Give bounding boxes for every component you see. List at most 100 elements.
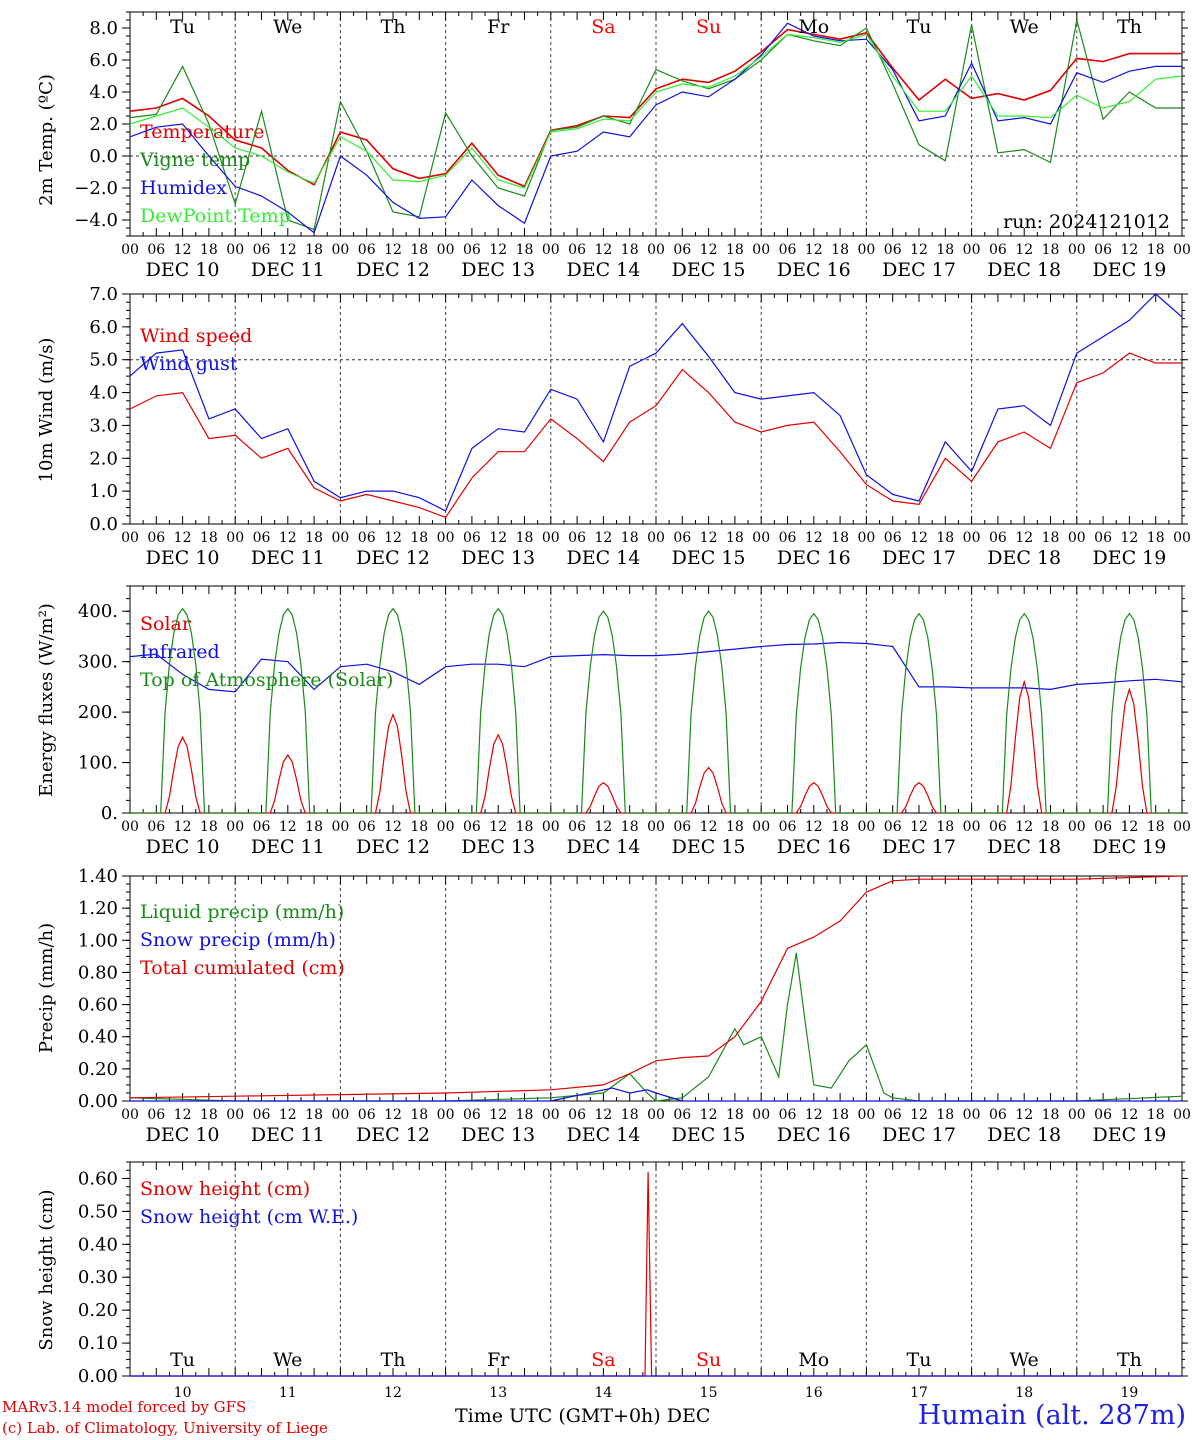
x-hour-label: 00 bbox=[226, 819, 244, 835]
weekday-label-bottom: Fr bbox=[487, 1349, 510, 1371]
x-hour-label: 12 bbox=[174, 242, 192, 258]
y-tick-label: 4.0 bbox=[89, 82, 118, 103]
y-axis-label: Energy fluxes (W/m²) bbox=[36, 603, 57, 797]
x-hour-label: 00 bbox=[752, 530, 770, 546]
x-hour-label: 18 bbox=[831, 530, 849, 546]
legend-total-cumulated-cm-: Total cumulated (cm) bbox=[140, 957, 345, 979]
x-hour-label: 00 bbox=[437, 819, 455, 835]
x-hour-label: 00 bbox=[121, 242, 139, 258]
x-hour-label: 06 bbox=[779, 1107, 797, 1123]
x-day-label: DEC 13 bbox=[461, 836, 535, 858]
y-tick-label: 1.0 bbox=[89, 481, 118, 502]
x-hour-label: 06 bbox=[568, 242, 586, 258]
x-hour-label: 18 bbox=[726, 1107, 744, 1123]
y-tick-label: 4.0 bbox=[89, 383, 118, 404]
weekday-label-top: We bbox=[273, 16, 302, 38]
y-tick-label: 6.0 bbox=[89, 317, 118, 338]
weekday-label-bottom: Th bbox=[381, 1349, 406, 1371]
x-day-label: DEC 12 bbox=[356, 1124, 430, 1146]
legend-snow-height-cm-w-e-: Snow height (cm W.E.) bbox=[140, 1206, 358, 1228]
x-hour-label: 00 bbox=[647, 530, 665, 546]
weekday-label-bottom: Sa bbox=[591, 1349, 615, 1371]
x-hour-label: 06 bbox=[147, 530, 165, 546]
x-day-label: DEC 10 bbox=[146, 1124, 220, 1146]
x-hour-label: 00 bbox=[331, 530, 349, 546]
x-hour-label: 00 bbox=[437, 530, 455, 546]
x-hour-label: 06 bbox=[779, 530, 797, 546]
y-tick-label: 0.0 bbox=[89, 514, 118, 535]
x-hour-label: 00 bbox=[1068, 242, 1086, 258]
weekday-label-bottom: We bbox=[1010, 1349, 1039, 1371]
x-hour-label: 12 bbox=[279, 819, 297, 835]
y-tick-label: 1.00 bbox=[78, 930, 118, 951]
x-day-label: DEC 19 bbox=[1092, 836, 1166, 858]
legend-temperature: Temperature bbox=[140, 121, 264, 143]
x-hour-label: 18 bbox=[1147, 530, 1165, 546]
bottom-day-number: 18 bbox=[1015, 1385, 1033, 1401]
legend-wind-gust: Wind gust bbox=[140, 353, 238, 375]
x-hour-label: 06 bbox=[253, 242, 271, 258]
y-tick-label: 400. bbox=[78, 601, 118, 622]
y-tick-label: −4.0 bbox=[74, 210, 118, 231]
bottom-day-number: 10 bbox=[174, 1385, 192, 1401]
x-hour-label: 00 bbox=[752, 242, 770, 258]
x-hour-label: 18 bbox=[410, 530, 428, 546]
x-hour-label: 18 bbox=[936, 1107, 954, 1123]
x-hour-label: 12 bbox=[1015, 242, 1033, 258]
y-axis-label: Precip (mm/h) bbox=[36, 923, 57, 1053]
x-day-label: DEC 11 bbox=[251, 836, 325, 858]
x-hour-label: 12 bbox=[279, 530, 297, 546]
x-hour-label: 12 bbox=[805, 242, 823, 258]
y-tick-label: 0.20 bbox=[78, 1300, 118, 1321]
x-hour-label: 00 bbox=[1068, 1107, 1086, 1123]
x-day-label: DEC 17 bbox=[882, 259, 956, 281]
x-hour-label: 06 bbox=[673, 530, 691, 546]
x-hour-label: 00 bbox=[226, 242, 244, 258]
x-hour-label: 00 bbox=[963, 530, 981, 546]
legend-humidex: Humidex bbox=[140, 177, 227, 199]
x-hour-label: 18 bbox=[831, 1107, 849, 1123]
footer-model: MARv3.14 model forced by GFS bbox=[2, 1398, 247, 1416]
x-hour-label: 00 bbox=[1068, 819, 1086, 835]
y-axis-label: Snow height (cm) bbox=[36, 1189, 57, 1350]
y-tick-label: 0.30 bbox=[78, 1267, 118, 1288]
x-hour-label: 18 bbox=[516, 819, 534, 835]
bottom-day-number: 14 bbox=[594, 1385, 612, 1401]
x-hour-label: 18 bbox=[410, 1107, 428, 1123]
x-hour-label: 00 bbox=[542, 819, 560, 835]
x-hour-label: 00 bbox=[963, 1107, 981, 1123]
x-hour-label: 18 bbox=[1147, 1107, 1165, 1123]
y-tick-label: 3.0 bbox=[89, 415, 118, 436]
x-hour-label: 00 bbox=[542, 242, 560, 258]
x-hour-label: 06 bbox=[463, 1107, 481, 1123]
x-hour-label: 06 bbox=[1094, 530, 1112, 546]
y-tick-label: 6.0 bbox=[89, 50, 118, 71]
x-hour-label: 06 bbox=[989, 1107, 1007, 1123]
x-hour-label: 12 bbox=[594, 1107, 612, 1123]
x-day-label: DEC 19 bbox=[1092, 547, 1166, 569]
x-hour-label: 00 bbox=[857, 530, 875, 546]
x-hour-label: 00 bbox=[857, 1107, 875, 1123]
x-hour-label: 18 bbox=[305, 1107, 323, 1123]
x-day-label: DEC 18 bbox=[987, 547, 1061, 569]
y-tick-label: 5.0 bbox=[89, 350, 118, 371]
legend-snow-precip-mm-h-: Snow precip (mm/h) bbox=[140, 929, 336, 951]
y-tick-label: 0.50 bbox=[78, 1201, 118, 1222]
x-hour-label: 00 bbox=[752, 1107, 770, 1123]
x-hour-label: 06 bbox=[673, 242, 691, 258]
x-hour-label: 06 bbox=[1094, 819, 1112, 835]
x-day-label: DEC 13 bbox=[461, 259, 535, 281]
y-tick-label: 7.0 bbox=[89, 284, 118, 305]
weekday-label-top: Su bbox=[696, 16, 721, 38]
x-hour-label: 12 bbox=[910, 530, 928, 546]
x-hour-label: 06 bbox=[673, 819, 691, 835]
x-hour-label: 06 bbox=[463, 819, 481, 835]
series-line-top-of-atmosphere-solar- bbox=[130, 607, 1182, 814]
x-day-label: DEC 12 bbox=[356, 547, 430, 569]
x-hour-label: 18 bbox=[1147, 819, 1165, 835]
x-hour-label: 18 bbox=[621, 242, 639, 258]
x-day-label: DEC 16 bbox=[777, 547, 851, 569]
x-hour-label: 12 bbox=[1015, 530, 1033, 546]
x-hour-label: 06 bbox=[884, 1107, 902, 1123]
x-day-label: DEC 13 bbox=[461, 547, 535, 569]
